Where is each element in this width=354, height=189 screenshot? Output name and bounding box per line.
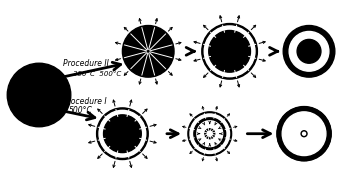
Text: Procedure I: Procedure I [63, 97, 107, 106]
Circle shape [295, 125, 313, 143]
Circle shape [197, 121, 223, 147]
Circle shape [207, 131, 212, 136]
Circle shape [303, 132, 306, 135]
Circle shape [301, 131, 307, 137]
Circle shape [277, 107, 331, 160]
Circle shape [299, 129, 309, 139]
Circle shape [297, 40, 321, 63]
Circle shape [122, 26, 174, 77]
Circle shape [205, 129, 215, 139]
Circle shape [277, 107, 331, 160]
Circle shape [291, 121, 317, 147]
Circle shape [103, 115, 141, 153]
Circle shape [99, 110, 146, 157]
Circle shape [202, 23, 257, 79]
Circle shape [209, 30, 251, 72]
Circle shape [289, 31, 329, 71]
Circle shape [204, 26, 255, 77]
Text: 350°C  500°C: 350°C 500°C [73, 71, 121, 77]
Circle shape [283, 26, 335, 77]
Text: Procedure II: Procedure II [63, 59, 109, 68]
Circle shape [194, 118, 225, 149]
Circle shape [97, 108, 148, 160]
Circle shape [188, 112, 232, 156]
Circle shape [286, 116, 322, 152]
Circle shape [282, 112, 326, 156]
Circle shape [190, 114, 229, 153]
Circle shape [7, 63, 71, 127]
Text: 500°C: 500°C [69, 106, 93, 115]
